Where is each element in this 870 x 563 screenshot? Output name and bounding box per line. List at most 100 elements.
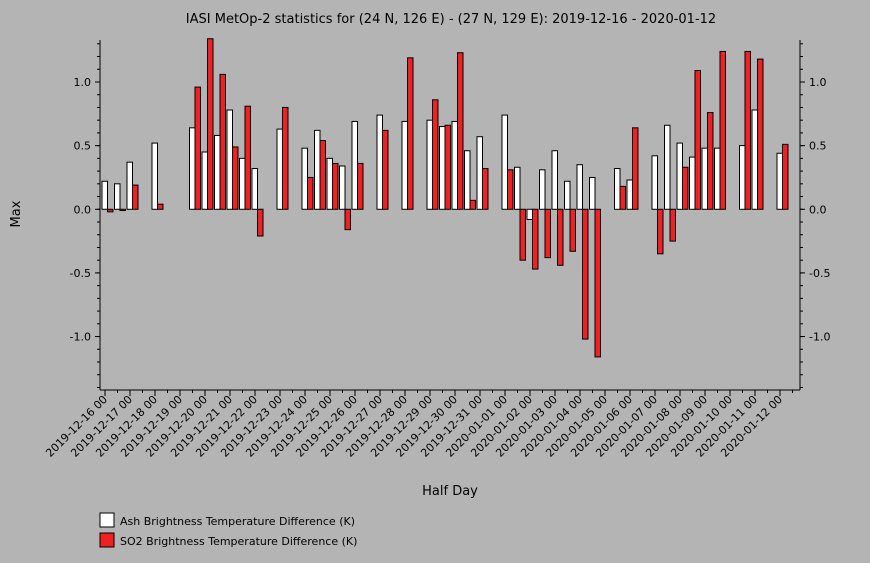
- bar-ash: [326, 157, 333, 210]
- bar-so2: [157, 203, 164, 210]
- bar-ash: [464, 150, 471, 210]
- bar-ash: [101, 180, 108, 210]
- bar-ash: [589, 176, 596, 210]
- bar-so2: [757, 58, 764, 210]
- bar-so2: [582, 208, 589, 340]
- bar-ash: [439, 126, 446, 210]
- y-ticks-group: 1.0 1.0 0.5 0.5 0.0 0.0 -0.5 -0.5 -1.0 -1.0: [70, 43, 830, 388]
- bar-so2: [707, 112, 714, 210]
- bar-so2: [782, 143, 789, 210]
- bar-so2: [119, 208, 126, 212]
- bar-ash: [339, 165, 346, 210]
- bar-so2: [407, 57, 414, 210]
- bar-so2: [282, 106, 289, 210]
- bar-ash: [126, 161, 133, 210]
- bar-ash: [239, 157, 246, 210]
- bar-so2: [444, 124, 451, 210]
- bar-ash: [376, 114, 383, 210]
- bar-ash: [714, 147, 721, 210]
- bar-ash: [401, 120, 408, 210]
- bar-ash: [314, 129, 321, 210]
- bar-so2: [207, 38, 214, 210]
- bar-ash: [676, 142, 683, 210]
- chart-title: IASI MetOp-2 statistics for (24 N, 126 E…: [186, 12, 716, 27]
- bar-so2: [507, 169, 514, 210]
- bar-ash: [351, 120, 358, 210]
- axes-group: [99, 40, 801, 391]
- bar-so2: [482, 168, 489, 210]
- legend-swatch-so2: [99, 532, 115, 548]
- y-tick-label-left: 1.0: [74, 76, 92, 89]
- bar-so2: [357, 162, 364, 210]
- bar-ash: [251, 168, 258, 210]
- bar-so2: [519, 208, 526, 261]
- bar-ash: [189, 127, 196, 210]
- bar-so2: [632, 127, 639, 210]
- bar-ash: [689, 156, 696, 210]
- y-tick-label-left: 0.0: [74, 203, 92, 216]
- y-axis-label: Max: [9, 200, 24, 227]
- bar-so2: [132, 184, 139, 210]
- legend-label-ash: Ash Brightness Temperature Difference (K…: [120, 515, 355, 528]
- bar-so2: [219, 73, 226, 210]
- bar-so2: [744, 50, 751, 210]
- bar-so2: [382, 129, 389, 210]
- bar-so2: [619, 185, 626, 210]
- bar-so2: [232, 146, 239, 210]
- bar-so2: [682, 166, 689, 210]
- bar-so2: [569, 208, 576, 252]
- legend-swatch-ash: [99, 512, 115, 528]
- bar-so2: [319, 140, 326, 210]
- bar-ash: [201, 151, 208, 210]
- bar-ash: [114, 183, 121, 210]
- bar-ash: [226, 109, 233, 210]
- y-tick-label-right: -1.0: [809, 331, 830, 344]
- bar-ash: [576, 164, 583, 210]
- bar-so2: [694, 70, 701, 210]
- bar-ash: [301, 147, 308, 210]
- bar-so2: [719, 50, 726, 210]
- bar-ash: [614, 168, 621, 210]
- bar-ash: [426, 119, 433, 210]
- bar-so2: [657, 208, 664, 255]
- bar-ash: [151, 142, 158, 210]
- bar-ash: [476, 136, 483, 210]
- bar-so2: [532, 208, 539, 270]
- bar-so2: [332, 162, 339, 210]
- bar-ash: [514, 166, 521, 210]
- bar-so2: [457, 52, 464, 210]
- bar-so2: [194, 86, 201, 210]
- y-tick-label-right: 0.0: [809, 203, 827, 216]
- bar-so2: [544, 208, 551, 259]
- bars-group: [101, 38, 789, 358]
- x-axis-label: Half Day: [422, 484, 478, 499]
- bar-so2: [469, 199, 476, 210]
- bar-ash: [664, 124, 671, 210]
- bar-ash: [701, 147, 708, 210]
- bar-ash: [551, 150, 558, 210]
- y-tick-label-left: -0.5: [70, 267, 91, 280]
- bar-so2: [432, 99, 439, 210]
- bar-ash: [214, 134, 221, 210]
- bar-so2: [107, 208, 114, 213]
- bar-ash: [776, 152, 783, 210]
- bar-ash: [626, 179, 633, 210]
- y-tick-label-right: 1.0: [809, 76, 827, 89]
- y-tick-label-right: 0.5: [809, 140, 827, 153]
- bar-so2: [257, 208, 264, 237]
- bar-so2: [557, 208, 564, 266]
- y-tick-label-left: -1.0: [70, 331, 91, 344]
- legend: Ash Brightness Temperature Difference (K…: [99, 512, 357, 548]
- bar-so2: [669, 208, 676, 242]
- bar-ash: [564, 180, 571, 210]
- bar-ash: [739, 145, 746, 210]
- bar-ash: [539, 169, 546, 210]
- bar-so2: [594, 208, 601, 358]
- bar-ash: [451, 120, 458, 210]
- y-tick-label-left: 0.5: [74, 140, 92, 153]
- bar-ash: [526, 208, 533, 220]
- bar-ash: [501, 114, 508, 210]
- bar-ash: [651, 155, 658, 210]
